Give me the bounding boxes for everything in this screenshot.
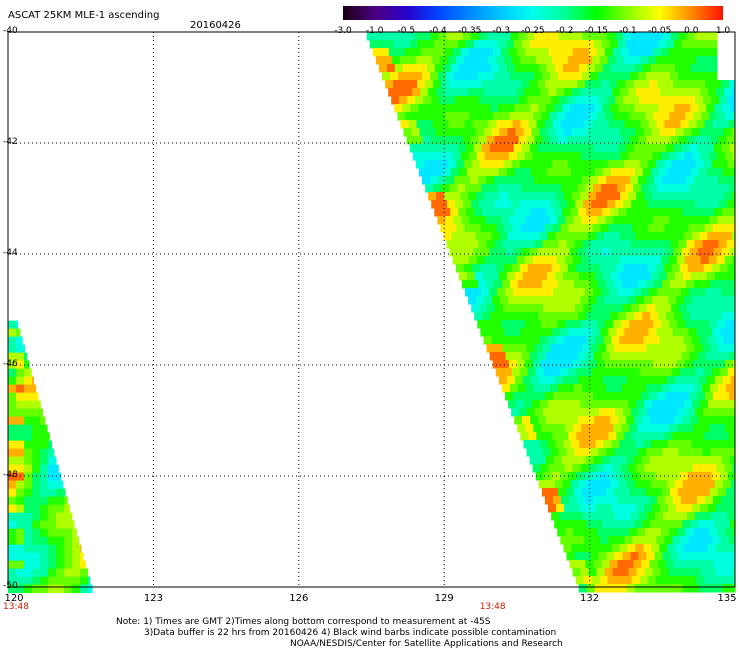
colorbar-label: -0.2	[555, 26, 574, 36]
chart-date: 20160426	[190, 20, 241, 31]
y-tick-label: -48	[3, 470, 18, 480]
time-label: 13:48	[479, 602, 506, 612]
colorbar	[343, 6, 723, 20]
colorbar-label: -0.4	[429, 26, 447, 36]
chart-title: ASCAT 25KM MLE-1 ascending	[8, 10, 160, 21]
note-line-1: Note: 1) Times are GMT 2)Times along bot…	[116, 617, 491, 627]
colorbar-label: -0.3	[492, 26, 511, 36]
y-tick-label: -44	[3, 248, 18, 258]
swath-east	[366, 32, 736, 593]
note-line-2: 3)Data buffer is 22 hrs from 20160426 4)…	[144, 628, 557, 638]
colorbar-label: 0.0	[684, 26, 699, 36]
swath-west	[8, 320, 93, 594]
colorbar-label: 1.0	[715, 26, 731, 36]
x-tick-label: 132	[580, 593, 600, 604]
y-tick-label: -46	[3, 359, 18, 369]
data-swaths	[8, 32, 736, 594]
x-tick-label: 135	[717, 593, 737, 604]
x-tick-label: 129	[434, 593, 454, 604]
x-tick-label: 123	[143, 593, 163, 604]
y-tick-label: -50	[3, 581, 18, 591]
colorbar-label: -0.5	[397, 26, 416, 36]
colorbar-label: -3.0	[334, 26, 352, 36]
x-tick-label: 120	[4, 593, 24, 604]
plot-frame	[7, 31, 736, 588]
colorbar-label: -0.35	[458, 26, 482, 36]
colorbar-label: -0.1	[619, 26, 637, 36]
y-tick-label: -40	[3, 26, 18, 36]
y-tick-label: -42	[3, 137, 18, 147]
note-line-3: NOAA/NESDIS/Center for Satellite Applica…	[290, 639, 563, 649]
colorbar-gradient	[343, 6, 723, 20]
colorbar-label: -0.05	[648, 26, 672, 36]
colorbar-label: -0.15	[584, 26, 608, 36]
x-tick-label: 126	[289, 593, 309, 604]
time-label: 13:48	[3, 602, 29, 612]
colorbar-label: -1.0	[365, 26, 384, 36]
colorbar-label: -0.25	[521, 26, 545, 36]
